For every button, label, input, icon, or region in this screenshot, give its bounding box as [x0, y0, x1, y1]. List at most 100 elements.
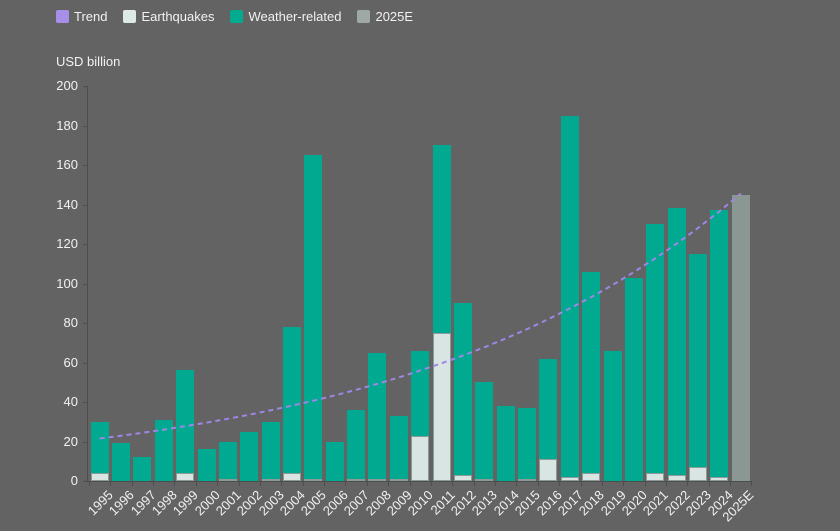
x-axis-tick: [687, 482, 689, 486]
bar-2000-weather-related: [197, 449, 216, 481]
x-axis-tick: [217, 482, 219, 486]
legend-label: Earthquakes: [141, 9, 215, 24]
x-axis-tick: [601, 482, 603, 486]
y-axis-label-100: 100: [56, 275, 78, 291]
bar-2005-earthquakes: [304, 479, 323, 482]
bar-2012-earthquakes: [453, 475, 472, 481]
x-axis-tick: [537, 482, 539, 486]
bar-2013-earthquakes: [475, 479, 494, 482]
y-axis-line: [87, 86, 88, 481]
x-axis-tick: [324, 482, 326, 486]
y-axis-tick: [83, 362, 87, 364]
bar-2003-earthquakes: [261, 479, 280, 482]
y-axis-label-80: 80: [63, 315, 78, 330]
y-axis-tick: [83, 323, 87, 324]
y-axis-title: USD billion: [56, 54, 121, 69]
x-axis-tick: [495, 482, 497, 486]
x-axis-tick: [259, 482, 261, 486]
bar-2017-weather-related: [560, 115, 579, 478]
x-axis-tick: [131, 482, 133, 486]
bar-2024-earthquakes: [710, 477, 729, 481]
bar-2004-earthquakes: [283, 473, 301, 481]
bar-1995-weather-related: [90, 421, 109, 474]
bar-2016-weather-related: [539, 358, 558, 460]
legend-label: Trend: [74, 9, 108, 24]
y-axis-tick: [83, 165, 87, 166]
legend-item-earthquakes[interactable]: Earthquakes: [123, 9, 214, 24]
y-axis-label-120: 120: [56, 236, 78, 251]
bar-2022-weather-related: [667, 208, 686, 476]
bar-2021-earthquakes: [646, 473, 665, 481]
legend-item-trend[interactable]: Trend: [56, 9, 107, 24]
x-axis-tick: [516, 482, 518, 486]
earthquakes-swatch-icon: [123, 10, 137, 23]
x-axis-tick: [238, 482, 240, 486]
bar-2008-weather-related: [368, 352, 387, 480]
y-axis-tick: [83, 244, 87, 245]
bar-2010-weather-related: [411, 350, 430, 436]
x-axis-tick: [366, 482, 368, 486]
x-axis-tick: [580, 482, 582, 486]
y-axis-tick: [83, 86, 87, 87]
bar-2016-earthquakes: [539, 459, 558, 481]
bar-2025E-estimate: [731, 194, 750, 481]
legend-item-2025e[interactable]: 2025E: [357, 9, 413, 24]
chart-legend: Trend Earthquakes Weather-related 2025E: [56, 9, 413, 24]
y-axis-label-140: 140: [56, 196, 78, 212]
bar-2012-weather-related: [453, 303, 472, 476]
bar-2020-weather-related: [624, 277, 643, 481]
bar-2001-weather-related: [218, 441, 237, 480]
bar-2022-earthquakes: [667, 475, 686, 481]
bar-2021-weather-related: [646, 224, 665, 474]
bar-2003-weather-related: [261, 421, 280, 480]
bar-1999-earthquakes: [176, 473, 195, 481]
bar-2018-earthquakes: [582, 473, 601, 481]
x-axis-tick: [195, 482, 197, 486]
x-axis-tick: [388, 482, 390, 486]
legend-item-weather-related[interactable]: Weather-related: [230, 9, 341, 24]
bar-2004-weather-related: [283, 326, 301, 474]
y-axis-label-40: 40: [63, 394, 78, 409]
x-axis-tick: [644, 482, 646, 486]
y-axis-tick: [83, 481, 87, 482]
bar-2001-earthquakes: [218, 479, 237, 482]
legend-label: Weather-related: [248, 9, 342, 24]
bar-2017-earthquakes: [560, 477, 579, 481]
bar-2009-earthquakes: [389, 479, 408, 482]
bar-2018-weather-related: [582, 271, 601, 474]
bar-2009-weather-related: [389, 415, 408, 479]
bar-2011-weather-related: [432, 145, 451, 333]
bar-2023-weather-related: [689, 253, 708, 468]
x-axis-tick: [430, 482, 432, 486]
bar-2024-weather-related: [710, 210, 729, 478]
estimate-2025e-swatch-icon: [357, 10, 371, 23]
y-axis-label-0: 0: [70, 473, 78, 488]
x-axis-tick: [302, 482, 304, 486]
bar-1999-weather-related: [176, 370, 195, 474]
legend-label: 2025E: [375, 9, 414, 24]
bar-2015-weather-related: [518, 407, 537, 480]
x-axis-tick: [153, 482, 155, 486]
x-axis-tick: [452, 482, 454, 486]
bar-2007-weather-related: [347, 409, 366, 480]
y-axis-tick: [83, 204, 87, 206]
x-axis-tick: [473, 482, 475, 486]
x-axis-tick: [281, 482, 283, 486]
y-axis-label-200: 200: [56, 78, 78, 93]
bar-1998-weather-related: [154, 419, 173, 481]
y-axis-tick: [83, 125, 87, 127]
x-axis-tick: [110, 482, 112, 486]
bar-1996-weather-related: [112, 443, 131, 481]
bar-2023-earthquakes: [689, 467, 708, 481]
trend-swatch-icon: [56, 10, 69, 23]
bar-2015-earthquakes: [518, 479, 537, 482]
bar-2008-earthquakes: [368, 479, 387, 482]
x-axis-line: [87, 481, 752, 482]
y-axis-label-160: 160: [56, 157, 78, 172]
x-axis-tick: [559, 482, 561, 486]
y-axis-label-180: 180: [56, 117, 78, 133]
x-axis-tick: [345, 482, 347, 486]
bar-2011-earthquakes: [432, 332, 451, 481]
y-axis-label-60: 60: [63, 354, 78, 370]
